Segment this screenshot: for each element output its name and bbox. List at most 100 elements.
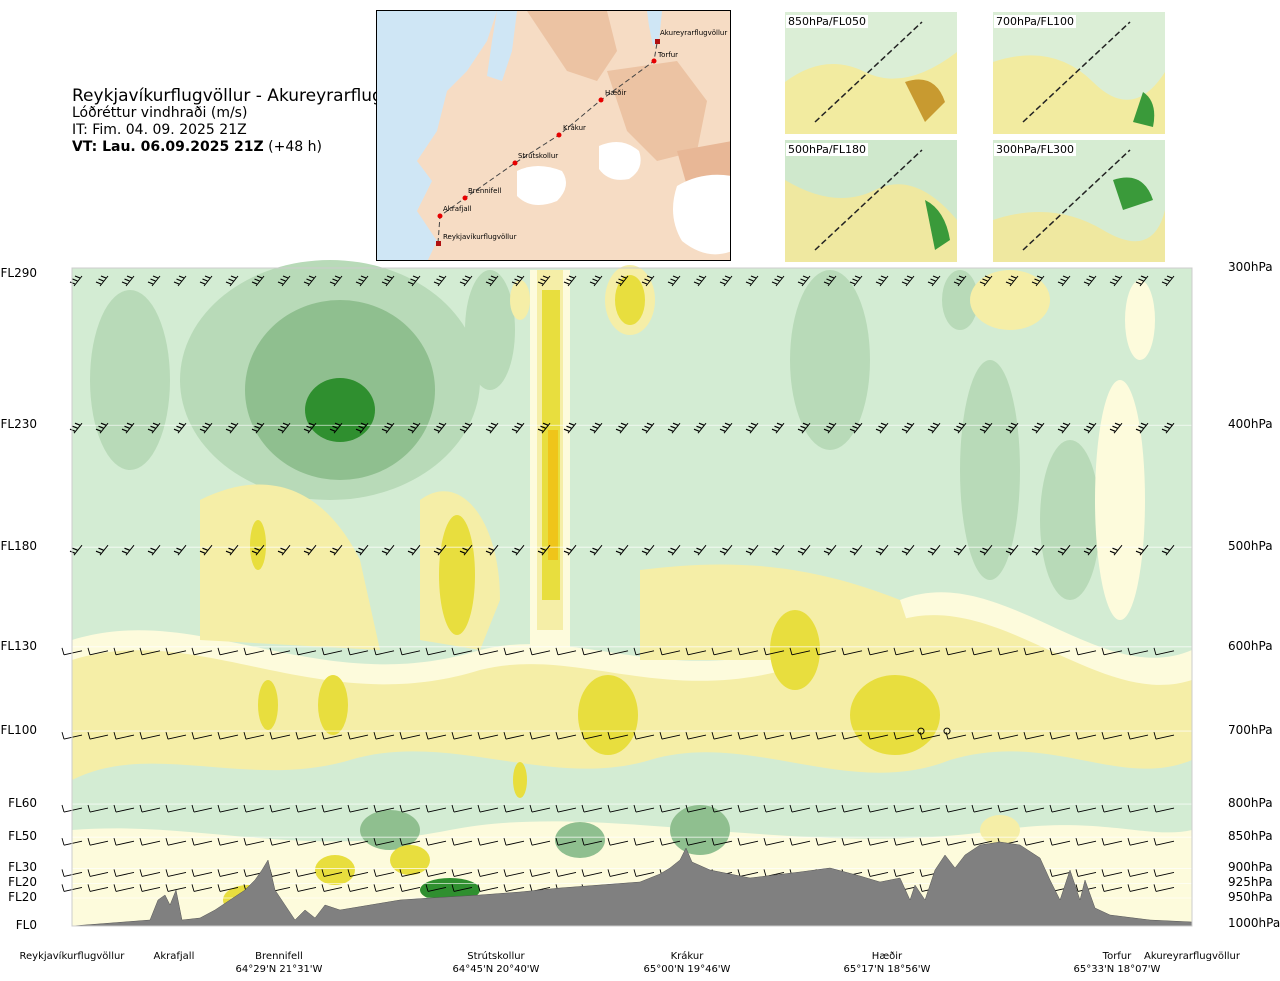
lead-time: (+48 h) — [268, 139, 322, 155]
wind-barb — [529, 804, 551, 813]
map-label-brennifell: Brennifell — [468, 187, 501, 195]
wind-barb — [61, 647, 83, 656]
wind-barb — [667, 544, 681, 556]
wind-barb — [893, 838, 915, 846]
wind-barb — [1075, 838, 1097, 846]
wind-barb — [901, 275, 915, 287]
wind-barb — [1127, 838, 1149, 846]
wind-barb — [953, 275, 967, 287]
wind-barb — [1049, 838, 1071, 846]
wind-barb — [433, 422, 447, 434]
wind-barb — [1127, 731, 1149, 740]
mini-map-500-svg — [785, 140, 957, 262]
wind-barb — [633, 647, 655, 656]
wind-barb — [243, 838, 265, 846]
wind-barb — [321, 647, 343, 656]
wind-barb — [1075, 731, 1097, 740]
map-label-krakur: Krákur — [563, 124, 586, 132]
wind-barb — [711, 731, 733, 740]
left-axis-tick: FL50 — [8, 829, 37, 844]
wind-barb — [997, 647, 1019, 656]
wind-barb — [1135, 422, 1149, 434]
initial-time: IT: Fim. 04. 09. 2025 21Z — [72, 122, 247, 138]
wind-barb — [971, 647, 993, 656]
wind-barb — [1101, 731, 1123, 740]
wind-barb — [737, 838, 759, 846]
wind-barb — [225, 422, 239, 434]
wind-barb — [381, 422, 395, 434]
wind-barb — [251, 544, 265, 556]
wind-barb — [927, 422, 941, 434]
wind-barb — [477, 731, 499, 740]
right-axis-tick: 925hPa — [1228, 875, 1273, 890]
wind-barb — [919, 838, 941, 846]
wind-barb — [477, 647, 499, 656]
wind-barb — [607, 869, 629, 877]
wind-barb — [737, 869, 759, 877]
wind-barb — [373, 804, 395, 813]
wind-barb — [243, 647, 265, 656]
wind-barb — [693, 275, 707, 287]
field-region — [1125, 280, 1155, 360]
wind-barb — [303, 544, 317, 556]
wind-barb — [191, 804, 213, 813]
wind-barb — [1153, 731, 1175, 740]
wind-barb — [849, 275, 863, 287]
wind-barb — [191, 731, 213, 740]
route-map: Akureyrarflugvöllur Torfur Hæðir Krákur … — [376, 10, 731, 261]
wind-barb — [823, 544, 837, 556]
wind-barb — [745, 422, 759, 434]
wind-barb — [893, 804, 915, 813]
wind-barb — [1109, 544, 1123, 556]
field-region — [360, 810, 420, 850]
wind-barb — [1075, 804, 1097, 813]
mini-map-850-label: 850hPa/FL050 — [786, 15, 869, 28]
wind-barb — [901, 422, 915, 434]
wind-barb — [95, 544, 109, 556]
wind-barb — [165, 731, 187, 740]
valid-time-bold: VT: Lau. 06.09.2025 21Z — [72, 139, 264, 155]
wind-barb — [771, 544, 785, 556]
wind-barb — [633, 804, 655, 813]
wind-barb — [329, 275, 343, 287]
left-axis-tick: FL0 — [15, 918, 37, 932]
wind-barb — [555, 804, 577, 813]
field-region — [615, 275, 645, 325]
wind-barb — [815, 731, 837, 740]
wind-barb — [667, 275, 681, 287]
wind-barb — [823, 422, 837, 434]
wind-barb — [61, 731, 83, 740]
wind-barb — [693, 422, 707, 434]
right-axis-tick: 300hPa — [1228, 260, 1273, 274]
wind-barb — [217, 838, 239, 846]
field-region — [1040, 440, 1100, 600]
wind-barb — [737, 804, 759, 813]
wind-barb — [451, 647, 473, 656]
calm-marker — [943, 727, 951, 735]
wind-barb — [321, 731, 343, 740]
wind-barb — [537, 544, 551, 556]
wind-barb — [87, 869, 109, 877]
wind-barb — [1153, 804, 1175, 813]
field-region — [513, 762, 527, 798]
wind-barb — [113, 804, 135, 813]
wind-barb — [425, 869, 447, 877]
wind-barb — [1057, 275, 1071, 287]
wind-barb — [529, 838, 551, 846]
field-region — [548, 430, 558, 560]
wind-barb — [771, 275, 785, 287]
route-map-svg: Akureyrarflugvöllur Torfur Hæðir Krákur … — [377, 11, 730, 260]
wind-barb — [303, 275, 317, 287]
wind-barb — [607, 804, 629, 813]
right-axis-tick: 400hPa — [1228, 417, 1273, 432]
wind-barb — [1153, 884, 1175, 892]
wind-barb — [1127, 869, 1149, 877]
field-region — [1095, 380, 1145, 620]
wind-barb — [347, 731, 369, 740]
wind-barb — [191, 838, 213, 846]
wind-barb — [979, 422, 993, 434]
wind-barb — [867, 838, 889, 846]
wind-barb — [503, 884, 525, 892]
map-label-reykjavik: Reykjavíkurflugvöllur — [443, 233, 517, 241]
location-label: Reykjavíkurflugvöllur — [20, 950, 125, 963]
